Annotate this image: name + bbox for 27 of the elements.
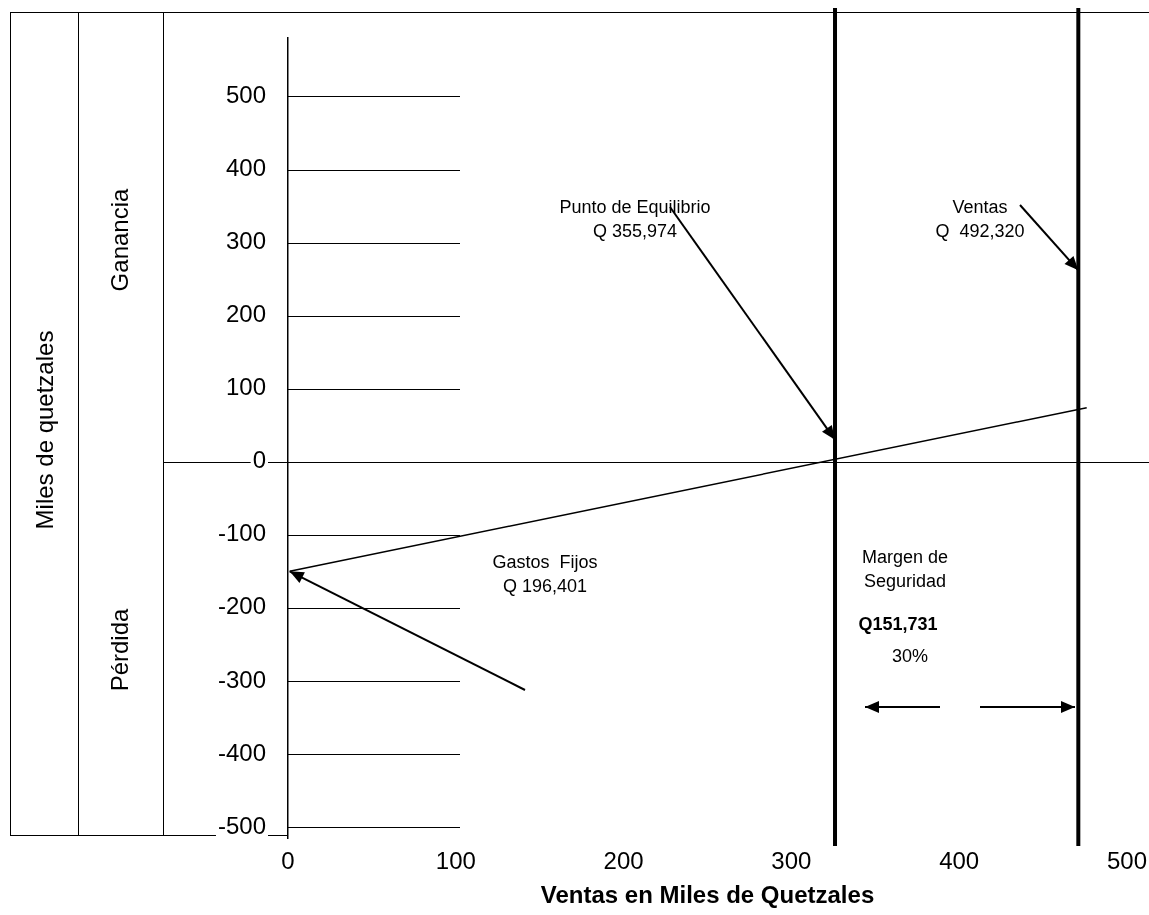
annotation: Gastos Fijos Q 196,401: [492, 551, 598, 598]
annotation: Margen de Seguridad: [861, 546, 949, 593]
x-tick-label: 200: [603, 847, 644, 875]
x-tick-label: 500: [1106, 847, 1147, 875]
text: Ganancia: [106, 188, 134, 292]
y-tick-label: -400: [217, 738, 266, 766]
y-tick-label: 0: [252, 446, 266, 474]
annotation: Q151,731: [858, 613, 938, 636]
y-tick-label: -300: [217, 665, 266, 693]
text: Miles de quetzales: [31, 330, 59, 530]
annotation: Punto de Equilibrio Q 355,974: [559, 196, 711, 243]
y-tick-label: -100: [217, 519, 266, 547]
text: Pérdida: [106, 608, 134, 692]
y-tick-label: 300: [225, 227, 266, 255]
x-tick-label: 300: [771, 847, 812, 875]
annotation: Ventas Q 492,320: [935, 196, 1025, 243]
x-tick-label: 0: [281, 847, 295, 875]
x-axis-title: Ventas en Miles de Quetzales: [540, 881, 875, 909]
y-tick-label: 100: [225, 373, 266, 401]
y-tick-label: -200: [217, 592, 266, 620]
x-tick-label: 100: [435, 847, 476, 875]
y-tick-label: 500: [225, 81, 266, 109]
y-tick-label: 200: [225, 300, 266, 328]
y-tick-label: 400: [225, 154, 266, 182]
y-tick-label: -500: [217, 811, 266, 839]
x-tick-label: 400: [939, 847, 980, 875]
annotation: 30%: [891, 645, 929, 668]
